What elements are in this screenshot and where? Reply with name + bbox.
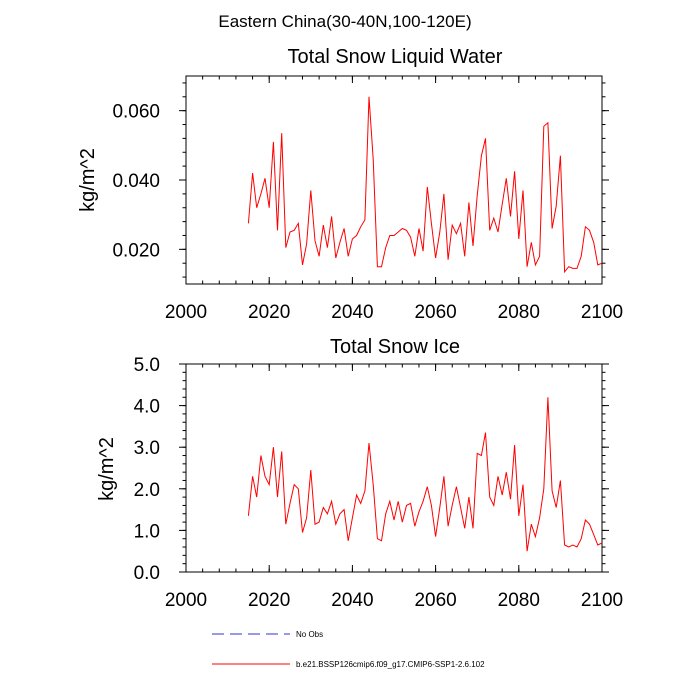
y-axis-label-bottom: kg/m^2: [96, 437, 118, 501]
legend-label-model-run: b.e21.BSSP126cmip6.f09_g17.CMIP6-SSP1-2.…: [296, 660, 485, 669]
y-tick-label: 0.040: [112, 171, 160, 192]
x-tick-label: 2020: [248, 590, 290, 611]
legend-label-no-obs: No Obs: [296, 630, 323, 639]
y-tick-label: 4.0: [134, 397, 160, 418]
plot-frame: [185, 363, 603, 573]
x-tick-label: 2060: [414, 590, 456, 611]
panel-snow-ice: Total Snow Ice kg/m^2 2000 2020 2040 2060 20…: [96, 336, 623, 611]
y-tick-label: 3.0: [134, 438, 160, 459]
x-tick-label: 2080: [498, 302, 540, 323]
x-tick-label: 2020: [248, 302, 290, 323]
y-tick-label: 0.060: [112, 102, 160, 123]
legend: No Obs b.e21.BSSP126cmip6.f09_g17.CMIP6-…: [212, 630, 485, 669]
x-tick-label: 2100: [581, 302, 623, 323]
x-tick-label: 2060: [414, 302, 456, 323]
figure-title: Eastern China(30-40N,100-120E): [218, 12, 471, 31]
x-tick-label: 2000: [165, 302, 207, 323]
y-axis-label-top: kg/m^2: [77, 148, 99, 212]
y-tick-label: 2.0: [134, 480, 160, 501]
series-line: [247, 96, 603, 274]
panel-title-snow-liquid-water: Total Snow Liquid Water: [288, 46, 503, 68]
panel-snow-liquid-water: Total Snow Liquid Water kg/m^2 2000 2020 2…: [77, 46, 623, 323]
x-tick-label: 2040: [331, 590, 373, 611]
y-tick-label: 0.0: [134, 563, 160, 584]
y-tick-label: 5.0: [134, 355, 160, 376]
x-tick-label: 2080: [498, 590, 540, 611]
series-line: [247, 397, 603, 552]
x-tick-label: 2000: [165, 590, 207, 611]
y-tick-label: 0.020: [112, 240, 160, 261]
panel-title-snow-ice: Total Snow Ice: [330, 336, 460, 358]
x-tick-label: 2100: [581, 590, 623, 611]
y-tick-label: 1.0: [134, 521, 160, 542]
x-tick-label: 2040: [331, 302, 373, 323]
